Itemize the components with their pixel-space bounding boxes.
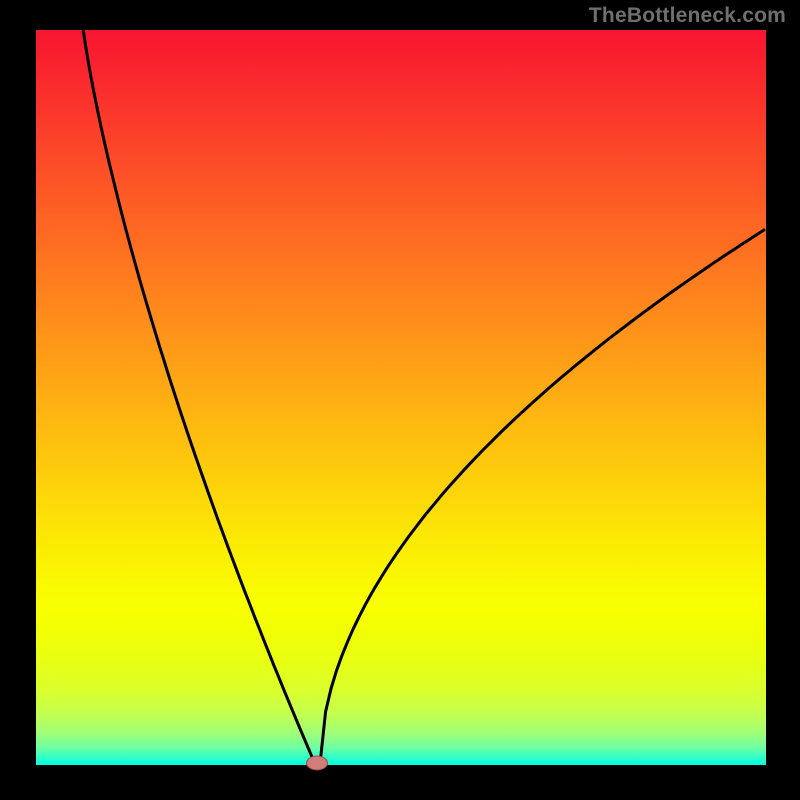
bottleneck-curve <box>0 0 800 800</box>
plot-area <box>36 30 766 765</box>
optimal-point-marker <box>306 756 328 771</box>
frame: TheBottleneck.com <box>0 0 800 800</box>
